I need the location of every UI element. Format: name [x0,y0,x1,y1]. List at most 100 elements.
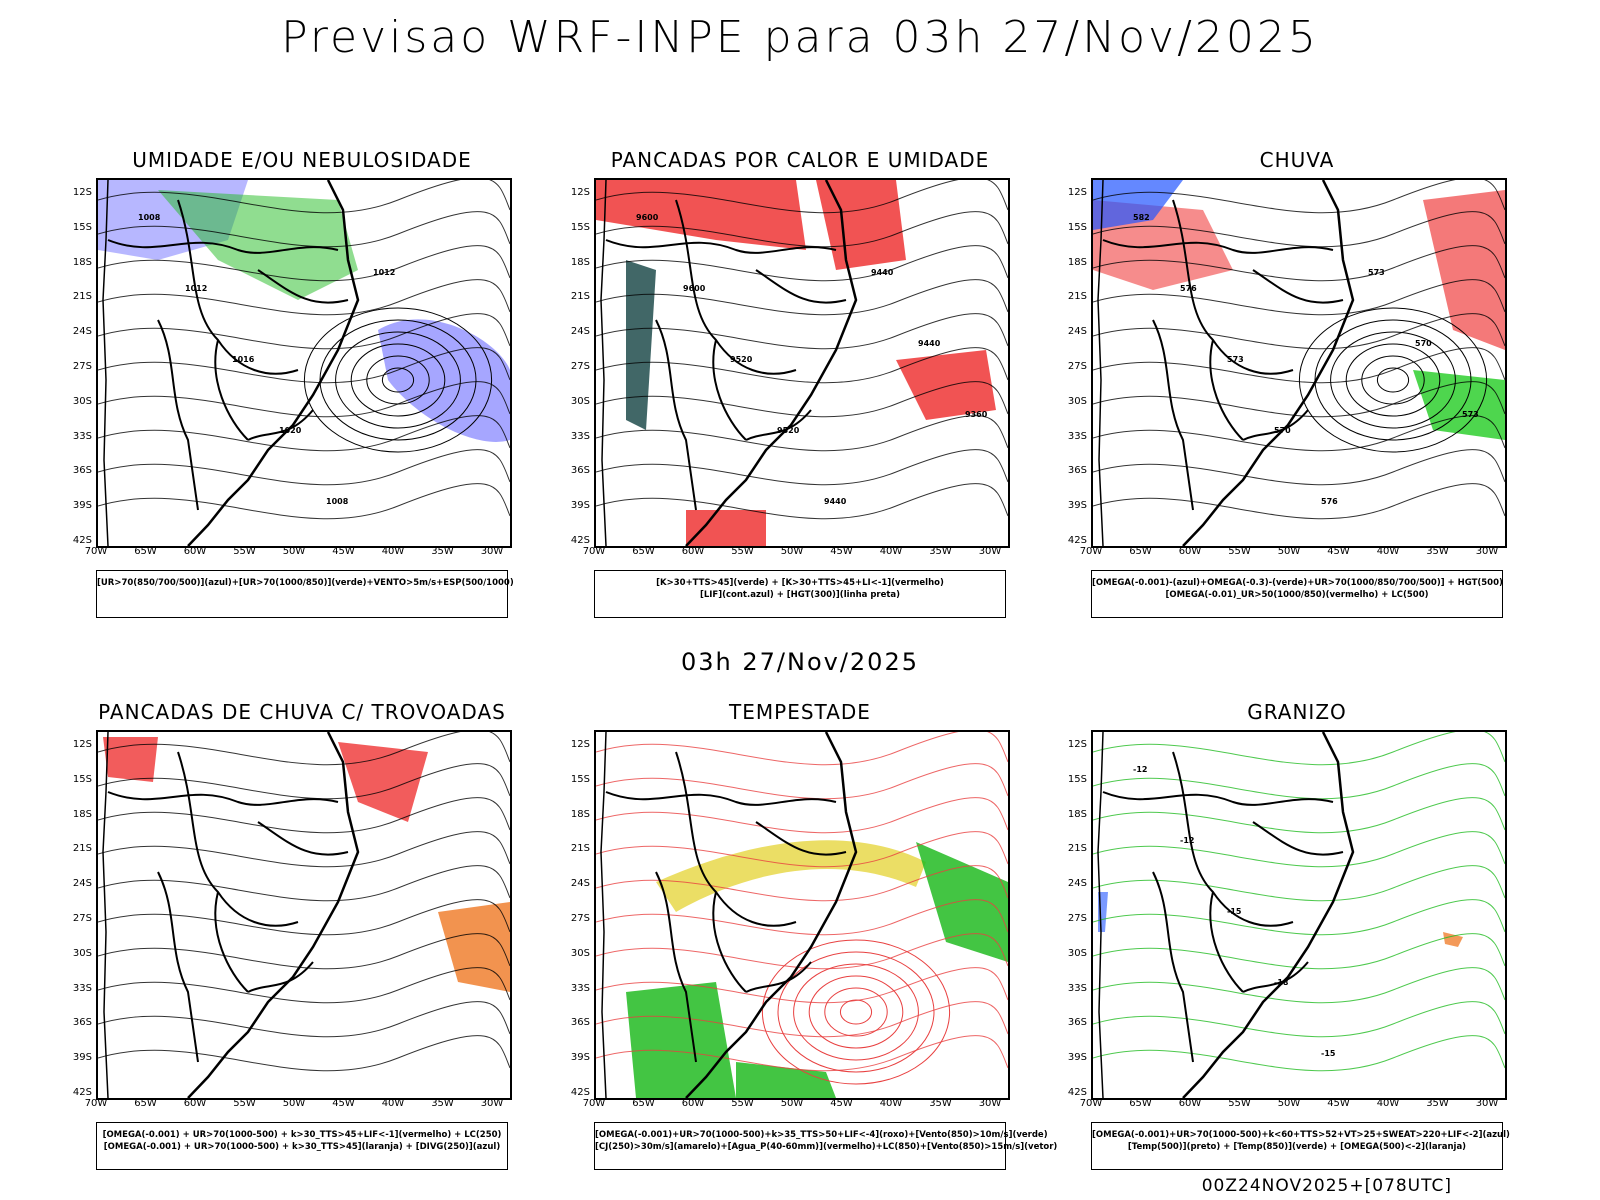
map-canvas: -12 -12 -15 -18 -15 [1093,732,1505,1098]
longitude-label: 50W [780,1098,804,1109]
latitude-label: 39S [570,500,590,512]
panel-title: PANCADAS DE CHUVA C/ TROVOADAS [98,700,506,724]
panel-title: UMIDADE E/OU NEBULOSIDADE [132,148,472,172]
contour-label: 9600 [683,284,706,293]
longitude-label: 40W [1376,1098,1400,1109]
longitude-label: 45W [830,546,853,557]
longitude-label: 70W [1079,1098,1103,1109]
legend-line: [OMEGA(-0.001)+UR>70(1000-500)+k>35_TTS>… [595,1130,1048,1140]
legend-line: [OMEGA(-0.001)+UR>70(1000-500)+k<60+TTS>… [1092,1130,1510,1140]
longitude-label: 40W [879,546,903,557]
page-title: Previsao WRF-INPE para 03h 27/Nov/2025 [281,12,1319,63]
contour-label: 9360 [965,410,988,419]
map-legend: [OMEGA(-0.001) + UR>70(1000-500) + k>30_… [96,1122,508,1170]
latitude-label: 12S [1067,739,1087,750]
latitude-label: 42S [1067,1087,1087,1098]
latitude-label: 30S [1067,395,1087,407]
longitude-label: 50W [1277,546,1301,557]
contour-label: 573 [1462,410,1479,419]
contour-label: 570 [1415,339,1432,348]
panel-title: TEMPESTADE [729,700,871,724]
latitude-label: 33S [72,430,92,442]
longitude-label: 55W [1228,1098,1251,1109]
contour-label: 1008 [138,213,161,222]
weather-map: -12 -12 -15 -18 -15 [1091,730,1507,1100]
longitude-label: 55W [731,1098,754,1109]
latitude-label: 21S [72,291,92,303]
latitude-label: 27S [1067,913,1087,924]
longitude-label: 30W [1475,1098,1499,1109]
contour-label: 9520 [730,355,753,364]
longitude-label: 45W [830,1098,853,1109]
legend-line: [OMEGA(-0.001) + UR>70(1000-500) + k>30_… [102,1130,502,1140]
longitude-label: 35W [929,1098,952,1109]
longitude-label: 60W [681,1098,705,1109]
map-legend: [UR>70(850/700/500)](azul)+[UR>70(1000/8… [96,570,514,618]
longitude-label: 40W [1376,546,1400,557]
contour-label: -18 [1274,978,1289,987]
latitude-label: 12S [72,187,92,198]
longitude-label: 70W [1079,546,1103,557]
latitude-label: 33S [570,982,590,994]
longitude-label: 40W [381,1098,405,1109]
latitude-label: 15S [570,773,590,785]
latitude-label: 39S [72,1052,92,1064]
latitude-label: 27S [570,361,590,372]
map-canvas: 1008 1012 1016 1020 1008 1012 [98,180,510,546]
map-legend: [OMEGA(-0.001)+UR>70(1000-500)+k<60+TTS>… [1091,1122,1510,1170]
map-canvas: 9600 9600 9520 9520 9440 9440 9440 9360 [596,180,1008,546]
map-legend: [OMEGA(-0.001)-(azul)+OMEGA(-0.3)-(verde… [1091,570,1503,618]
contour-label: -12 [1180,836,1194,845]
contour-label: 570 [1274,426,1291,435]
latitude-label: 42S [570,535,590,546]
weather-map: 582 576 573 570 576 573 570 573 [1091,178,1507,548]
latitude-label: 27S [72,913,92,924]
latitude-label: 24S [72,326,92,338]
longitude-label: 30W [480,546,504,557]
latitude-label: 30S [570,395,590,407]
latitude-label: 36S [1067,1017,1087,1029]
map-canvas: 582 576 573 570 576 573 570 573 [1093,180,1505,546]
contour-label: 9600 [636,213,659,222]
contour-label: 9440 [918,339,941,348]
panel-title: CHUVA [1259,148,1335,172]
contour-label: 573 [1227,355,1244,364]
contour-label: 1008 [326,497,349,506]
longitude-label: 30W [978,546,1002,557]
latitude-label: 18S [1067,256,1087,268]
legend-line: [Temp(500)](preto) + [Temp(850)](verde) … [1127,1142,1467,1152]
contour-label: -15 [1321,1049,1336,1058]
contour-label: 573 [1368,268,1385,277]
longitude-label: 40W [879,1098,903,1109]
latitude-label: 18S [570,808,590,820]
weather-map [594,730,1010,1100]
latitude-label: 27S [1067,361,1087,372]
longitude-label: 30W [480,1098,504,1109]
latitude-label: 27S [570,913,590,924]
longitude-label: 30W [978,1098,1002,1109]
latitude-label: 18S [570,256,590,268]
longitude-label: 70W [84,546,108,557]
contour-label: -15 [1227,907,1242,916]
longitude-label: 35W [431,1098,454,1109]
latitude-label: 33S [1067,430,1087,442]
latitude-label: 30S [72,395,92,407]
contour-label: 1020 [279,426,302,435]
latitude-label: 15S [1067,773,1087,785]
latitude-label: 42S [72,535,92,546]
legend-line: [CJ(250)>30m/s](amarelo)+[Agua_P(40-60mm… [595,1142,1058,1152]
longitude-label: 65W [134,1098,157,1109]
longitude-label: 65W [1129,1098,1152,1109]
longitude-label: 45W [332,1098,355,1109]
latitude-label: 24S [570,326,590,338]
latitude-label: 33S [72,982,92,994]
longitude-label: 65W [1129,546,1152,557]
latitude-label: 12S [570,739,590,750]
map-canvas [98,732,510,1098]
contour-label: 9440 [871,268,894,277]
latitude-label: 36S [1067,465,1087,477]
legend-line: [K>30+TTS>45](verde) + [K>30+TTS>45+LI<-… [656,578,944,588]
latitude-label: 36S [72,1017,92,1029]
contour-label: 576 [1321,497,1338,506]
longitude-label: 60W [681,546,705,557]
